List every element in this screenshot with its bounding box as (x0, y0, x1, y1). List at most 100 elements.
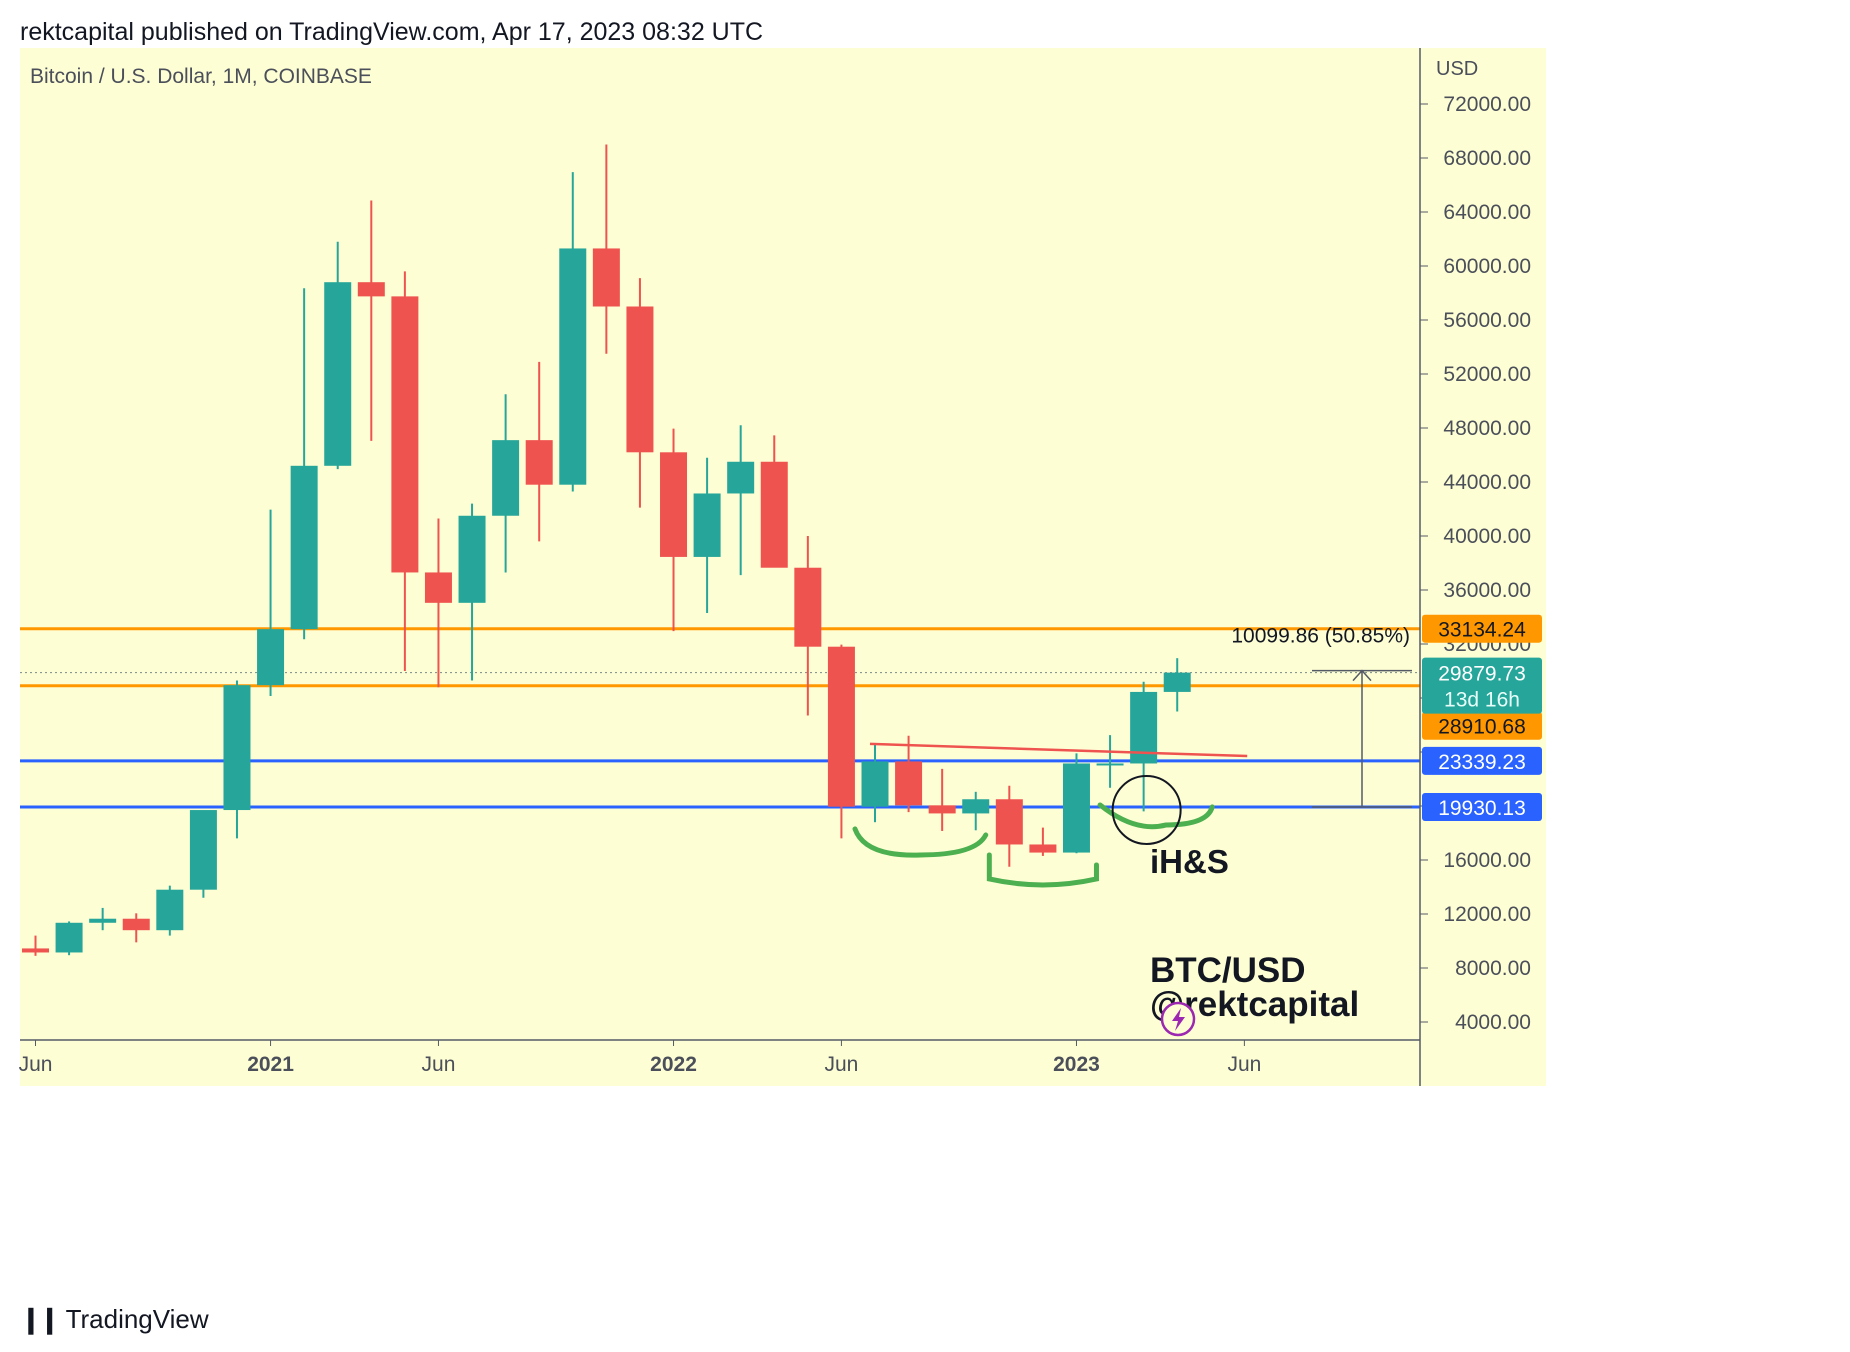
candle[interactable] (223, 680, 251, 839)
price-tick-label: 60000.00 (1443, 255, 1531, 278)
level-badge-19930[interactable]: 19930.13 (1422, 792, 1542, 821)
candle-body (424, 572, 452, 603)
candle[interactable] (693, 457, 721, 613)
time-tick-label: Jun (19, 1053, 53, 1076)
candle-body (492, 440, 520, 516)
candle[interactable] (492, 394, 520, 573)
candle-body (928, 805, 956, 814)
candle[interactable] (626, 278, 654, 508)
candle[interactable] (1062, 753, 1090, 854)
candle-body (458, 515, 486, 603)
level-badge-19930-text: 19930.13 (1438, 797, 1526, 820)
measure-label: 10099.86 (50.85%) (1231, 625, 1410, 648)
price-tick-label: 40000.00 (1443, 525, 1531, 548)
candle[interactable] (928, 768, 956, 831)
time-tick-label: 2023 (1053, 1053, 1100, 1076)
price-tick-label: 48000.00 (1443, 417, 1531, 440)
level-badge-33134[interactable]: 33134.24 (1422, 614, 1542, 643)
candle-body (525, 440, 553, 485)
candle[interactable] (861, 743, 889, 823)
candle[interactable] (189, 810, 217, 898)
price-tick-label: 72000.00 (1443, 93, 1531, 116)
tradingview-logo-icon: ❙❙ (20, 1304, 61, 1334)
candle[interactable] (357, 200, 385, 441)
head-curve (986, 852, 1099, 888)
last-price-badge-bg (1422, 657, 1542, 714)
price-tick-label: 16000.00 (1443, 849, 1531, 872)
candle[interactable] (895, 735, 923, 813)
candle-body (1029, 844, 1057, 853)
candle-body (1062, 763, 1090, 853)
candle[interactable] (660, 428, 688, 632)
left-shoulder-curve (852, 826, 989, 858)
candle[interactable] (760, 435, 788, 568)
price-axis-background (1420, 48, 1546, 1040)
candle-body (727, 461, 755, 494)
candle[interactable] (525, 361, 553, 542)
publication-header: rektcapital published on TradingView.com… (20, 18, 764, 46)
candle[interactable] (257, 509, 285, 696)
candle-body (827, 646, 855, 807)
candle[interactable] (827, 644, 855, 839)
candle-body (223, 685, 251, 811)
level-badge-23339-bg (1422, 746, 1542, 775)
candle[interactable] (962, 791, 990, 831)
candle-body (861, 761, 889, 807)
candle[interactable] (1096, 735, 1124, 788)
candle[interactable] (391, 271, 419, 671)
footer: ❙❙ TradingView (20, 1304, 209, 1335)
candles[interactable] (22, 144, 1191, 956)
lightning-icon[interactable] (1160, 1001, 1196, 1037)
candle-body (592, 248, 620, 307)
candle[interactable] (458, 503, 486, 681)
right-shoulder-curve (1097, 802, 1215, 830)
level-badge-28910-bg (1422, 711, 1542, 740)
level-badge-28910[interactable]: 28910.68 (1422, 711, 1542, 740)
candle[interactable] (424, 518, 452, 688)
candle[interactable] (727, 425, 755, 576)
candle[interactable] (122, 913, 150, 943)
currency-label: USD (1436, 58, 1478, 80)
candle[interactable] (89, 907, 117, 931)
pattern-label: iH&S (1150, 843, 1229, 880)
time-tick-label: 2022 (650, 1053, 697, 1076)
candle-body (895, 761, 923, 806)
price-tick-label: 12000.00 (1443, 903, 1531, 926)
level-badge-33134-text: 33134.24 (1438, 619, 1526, 642)
candle-body (89, 918, 117, 923)
candle[interactable] (55, 921, 83, 956)
candle[interactable] (290, 288, 318, 640)
time-axis-background (20, 1040, 1546, 1086)
candle-body (122, 918, 150, 931)
candle[interactable] (559, 172, 587, 492)
time-tick-label: Jun (422, 1053, 456, 1076)
time-axis[interactable]: Jun 2021 Jun 2022 Jun 2023 Jun (19, 1040, 1262, 1076)
candle-body (794, 567, 822, 647)
candle[interactable] (794, 536, 822, 716)
last-price-badge[interactable]: 29879.73 13d 16h (1422, 657, 1542, 714)
candle-body (1096, 763, 1124, 766)
candle-body (357, 282, 385, 297)
candle-body (55, 922, 83, 953)
price-axis[interactable]: 4000.008000.0012000.0016000.0032000.0036… (1420, 93, 1542, 1034)
candle-body (391, 296, 419, 573)
candle[interactable] (1029, 827, 1057, 856)
candle-body (626, 306, 654, 453)
candle-body (189, 810, 217, 890)
candle-body (962, 799, 990, 814)
time-tick-label: 2021 (247, 1053, 294, 1076)
candle[interactable] (156, 885, 184, 936)
level-badge-23339[interactable]: 23339.23 (1422, 746, 1542, 775)
candle[interactable] (22, 935, 49, 956)
candle[interactable] (1163, 658, 1191, 712)
candle[interactable] (324, 241, 352, 470)
level-badge-33134-bg (1422, 614, 1542, 643)
candle[interactable] (995, 785, 1023, 867)
candle-body (1163, 672, 1191, 692)
price-tick-label: 68000.00 (1443, 147, 1531, 170)
candle-body (22, 948, 49, 953)
candle[interactable] (592, 144, 620, 354)
price-tick-label: 8000.00 (1455, 957, 1531, 980)
